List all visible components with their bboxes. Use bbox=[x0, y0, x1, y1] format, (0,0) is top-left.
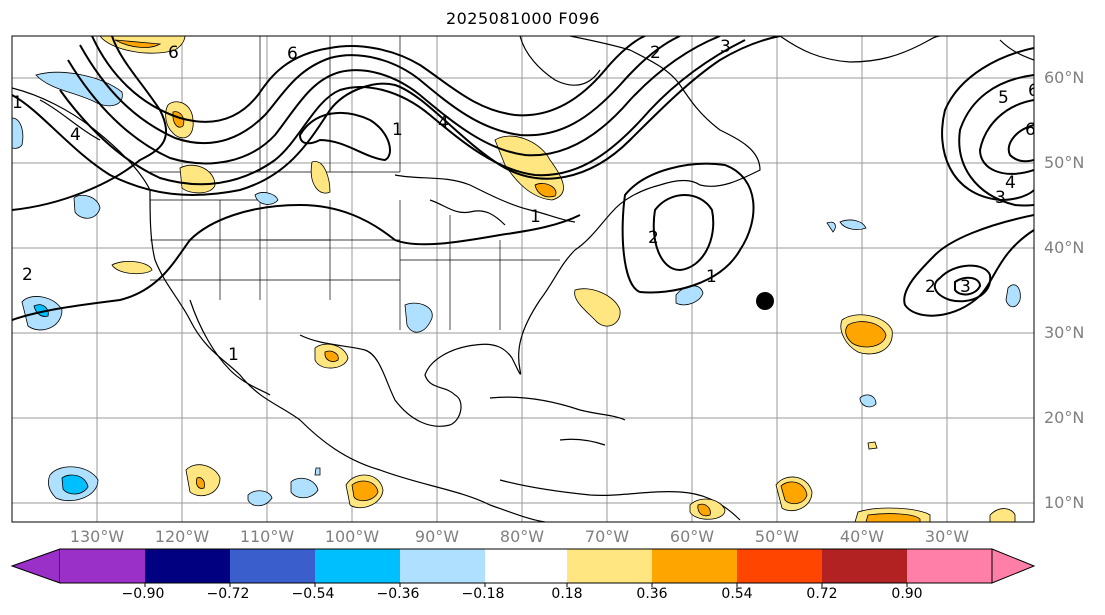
colorbar-bin bbox=[400, 549, 485, 583]
colorbar-bin bbox=[652, 549, 737, 583]
colorbar-tick: −0.36 bbox=[376, 586, 420, 602]
contour-label: 4 bbox=[1005, 173, 1016, 193]
lat-label-10n: 10°N bbox=[1044, 493, 1085, 512]
contour-label: 1 bbox=[530, 207, 541, 227]
lon-label-30w: 30°W bbox=[924, 527, 970, 546]
colorbar-extend-low bbox=[10, 548, 61, 584]
colorbar-bin bbox=[230, 549, 315, 583]
colorbar-bin bbox=[567, 549, 652, 583]
colorbar-bin bbox=[822, 549, 907, 583]
colorbar-extend-high bbox=[991, 548, 1036, 584]
contour-label: 6 bbox=[287, 44, 298, 64]
colorbar-bin bbox=[737, 549, 822, 583]
lat-label-50n: 50°N bbox=[1044, 153, 1085, 172]
lon-label-90w: 90°W bbox=[414, 527, 460, 546]
contour-label: 3 bbox=[995, 188, 1006, 208]
lat-label-30n: 30°N bbox=[1044, 323, 1085, 342]
colorbar-bin bbox=[60, 549, 145, 583]
contour-label: 2 bbox=[925, 277, 936, 297]
lon-label-50w: 50°W bbox=[754, 527, 800, 546]
contour-label: 4 bbox=[70, 125, 81, 145]
contour-labels: 6 6 4 4 3 2 2 1 1 1 1 3 4 5 6 6 2 3 1 2 bbox=[12, 37, 1039, 365]
map-frame bbox=[11, 35, 1035, 523]
colorbar-tick: −0.54 bbox=[291, 586, 335, 602]
lon-label-130w: 130°W bbox=[69, 527, 125, 546]
lon-label-80w: 80°W bbox=[499, 527, 545, 546]
contour-label: 4 bbox=[438, 113, 449, 133]
contour-label: 2 bbox=[648, 228, 659, 248]
storm-center-marker bbox=[756, 292, 774, 310]
contour-label: 1 bbox=[706, 267, 717, 287]
contour-label: 6 bbox=[168, 43, 179, 63]
lon-label-100w: 100°W bbox=[324, 527, 380, 546]
colorbar-tick: 0.72 bbox=[806, 586, 838, 602]
borders bbox=[150, 36, 560, 330]
contour-label: 2 bbox=[650, 43, 661, 63]
colorbar-tick: 0.18 bbox=[551, 586, 583, 602]
colorbar-tick: 0.90 bbox=[891, 586, 923, 602]
lon-label-70w: 70°W bbox=[584, 527, 630, 546]
contour-label: 1 bbox=[12, 93, 23, 113]
lat-label-20n: 20°N bbox=[1044, 408, 1085, 427]
map-title: 2025081000 F096 bbox=[445, 9, 601, 28]
contour-label: 2 bbox=[22, 265, 33, 285]
colorbar-tick: −0.72 bbox=[206, 586, 250, 602]
lon-label-60w: 60°W bbox=[669, 527, 715, 546]
contour-label: 1 bbox=[392, 120, 403, 140]
colorbar-tick: 0.54 bbox=[721, 586, 753, 602]
contour-label: 6 bbox=[1025, 120, 1036, 140]
colorbar-bin bbox=[907, 549, 992, 583]
contour-label: 3 bbox=[720, 37, 731, 57]
colorbar-tick: 0.36 bbox=[636, 586, 668, 602]
colorbar-bin bbox=[315, 549, 400, 583]
lon-label-110w: 110°W bbox=[239, 527, 295, 546]
anomaly-shading bbox=[12, 36, 1021, 522]
lat-label-60n: 60°N bbox=[1044, 68, 1085, 87]
colorbar-tick: −0.90 bbox=[121, 586, 165, 602]
contour-label: 5 bbox=[998, 88, 1009, 108]
colorbar-tick: −0.18 bbox=[461, 586, 505, 602]
colorbar-bin bbox=[145, 549, 230, 583]
lon-label-40w: 40°W bbox=[839, 527, 885, 546]
lon-label-120w: 120°W bbox=[154, 527, 210, 546]
contour-label: 6 bbox=[1028, 81, 1039, 101]
colorbar-bin bbox=[485, 549, 567, 583]
lat-label-40n: 40°N bbox=[1044, 238, 1085, 257]
contours bbox=[12, 36, 1034, 321]
contour-label: 3 bbox=[960, 277, 971, 297]
contour-label: 1 bbox=[228, 345, 239, 365]
